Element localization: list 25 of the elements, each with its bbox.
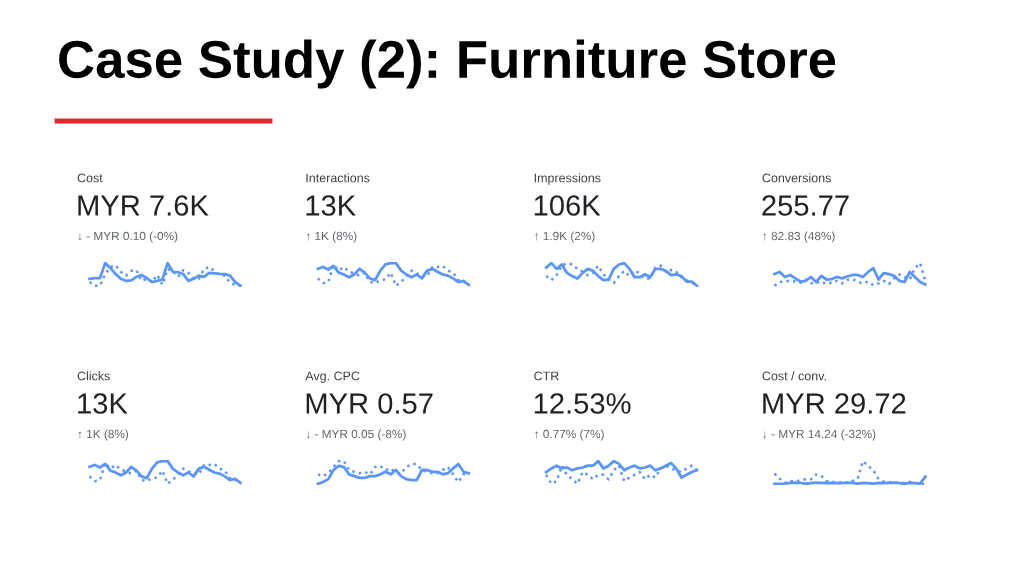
chart-title: Conversions xyxy=(762,173,831,183)
chart-title: Avg. CPC xyxy=(305,371,360,383)
chart-subtitle: 12.53% xyxy=(534,393,631,414)
chart-subtitle: 255.77 xyxy=(762,195,849,216)
text: ↑ 1K (8%) xyxy=(78,429,129,441)
text: ↑ 0.77% (7%) xyxy=(535,429,604,441)
chart-title: Interactions xyxy=(306,173,370,183)
chart-title: Clicks xyxy=(77,371,110,381)
chart-title: Cost xyxy=(77,173,103,183)
chart-title: Cost / conv. xyxy=(762,371,826,381)
chart-subtitle: MYR 7.6K xyxy=(78,195,209,216)
text: ↓ - MYR 14.24 (-32%) xyxy=(763,429,876,441)
text: Case Study (2): Furniture Store xyxy=(59,39,836,89)
chart-subtitle: MYR 0.57 xyxy=(306,393,433,414)
text: ↓ - MYR 0.10 (-0%) xyxy=(78,231,178,243)
text: ↑ 82.83 (48%) xyxy=(763,231,835,243)
chart-subtitle: 13K xyxy=(306,195,356,216)
chart-subtitle: MYR 29.72 xyxy=(763,393,906,414)
chart-title: CTR xyxy=(534,371,559,381)
text: ↓ - MYR 0.05 (-8%) xyxy=(306,429,406,441)
text: ↑ 1K (8%) xyxy=(306,231,357,243)
text: ↑ 1.9K (2%) xyxy=(535,231,595,243)
chart-subtitle: 13K xyxy=(78,393,128,414)
chart-title: Impressions xyxy=(534,173,601,185)
chart-subtitle: 106K xyxy=(534,195,601,216)
